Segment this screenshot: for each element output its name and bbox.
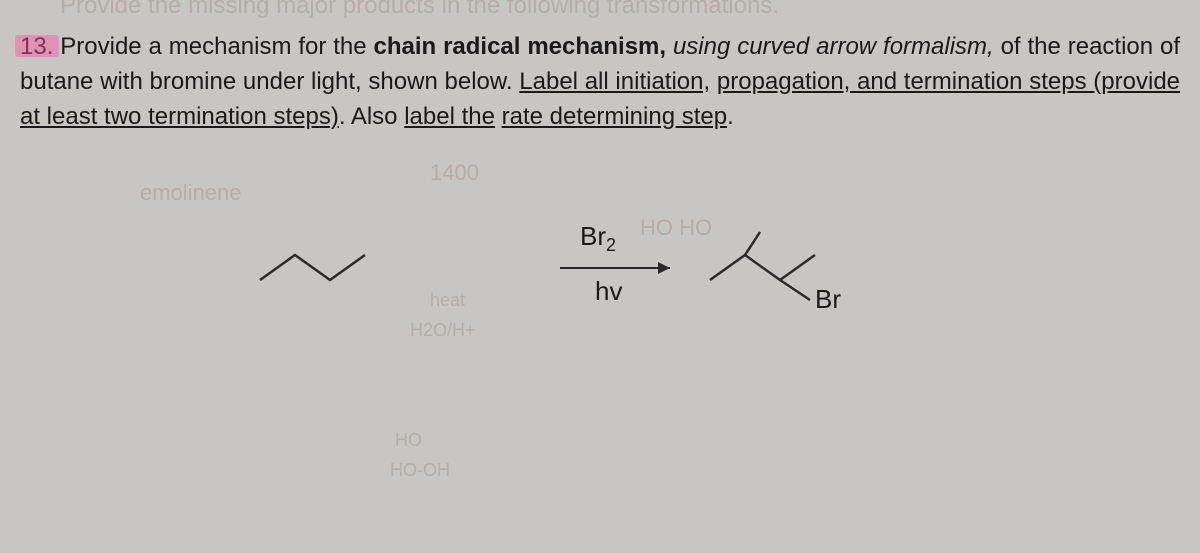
q-line2-b: Label all initiation,: [519, 68, 710, 95]
reaction-arrow: [560, 262, 670, 274]
ghost-text-mid2: 1400: [430, 160, 479, 186]
problem-number-wrap: 13.: [20, 33, 60, 60]
butane-structure: [260, 255, 365, 280]
reagent-top: Br2: [580, 221, 616, 255]
highlight-mark: [15, 35, 59, 57]
reagent-bottom: hv: [595, 276, 622, 306]
ghost-text-bottom2: HO-OH: [390, 460, 450, 481]
ghost-text-top: Provide the missing major products in th…: [60, 0, 779, 20]
q-line1-d: of: [994, 33, 1021, 60]
page-content: 13. Provide a mechanism for the chain ra…: [20, 30, 1180, 134]
product-structure: [710, 232, 815, 300]
product-br-label: Br: [815, 284, 841, 314]
q-line1-b: chain radical mechanism,: [374, 33, 667, 60]
reagent-top-sub: 2: [606, 235, 616, 255]
q-line3-b: . Also: [339, 103, 404, 130]
q-line4-a: rate determining step: [502, 103, 727, 130]
q-line1-c: using curved arrow formalism,: [666, 33, 994, 60]
q-line1-a: Provide a mechanism for the: [60, 33, 373, 60]
reaction-svg: Br2 hv Br: [250, 220, 950, 420]
reaction-scheme: Br2 hv Br: [250, 220, 950, 420]
question-block: 13. Provide a mechanism for the chain ra…: [20, 30, 1180, 134]
q-line3-c: label the: [404, 103, 495, 130]
ghost-text-mid1: emolinene: [140, 180, 242, 206]
ghost-text-bottom1: HO: [395, 430, 422, 451]
q-line4-b: .: [727, 103, 734, 130]
reagent-top-text: Br: [580, 221, 606, 251]
